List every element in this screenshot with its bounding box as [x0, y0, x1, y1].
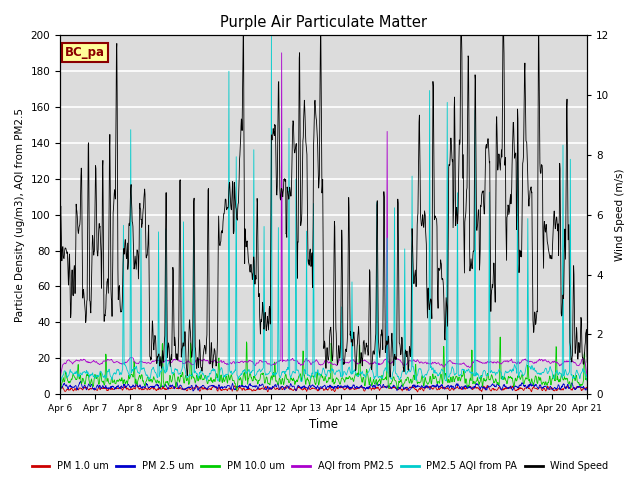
Y-axis label: Particle Density (ug/m3), AQI from PM2.5: Particle Density (ug/m3), AQI from PM2.5 — [15, 108, 25, 322]
X-axis label: Time: Time — [309, 419, 338, 432]
Legend: PM 1.0 um, PM 2.5 um, PM 10.0 um, AQI from PM2.5, PM2.5 AQI from PA, Wind Speed: PM 1.0 um, PM 2.5 um, PM 10.0 um, AQI fr… — [28, 457, 612, 475]
Y-axis label: Wind Speed (m/s): Wind Speed (m/s) — [615, 168, 625, 261]
Text: BC_pa: BC_pa — [65, 46, 106, 59]
Title: Purple Air Particulate Matter: Purple Air Particulate Matter — [220, 15, 427, 30]
